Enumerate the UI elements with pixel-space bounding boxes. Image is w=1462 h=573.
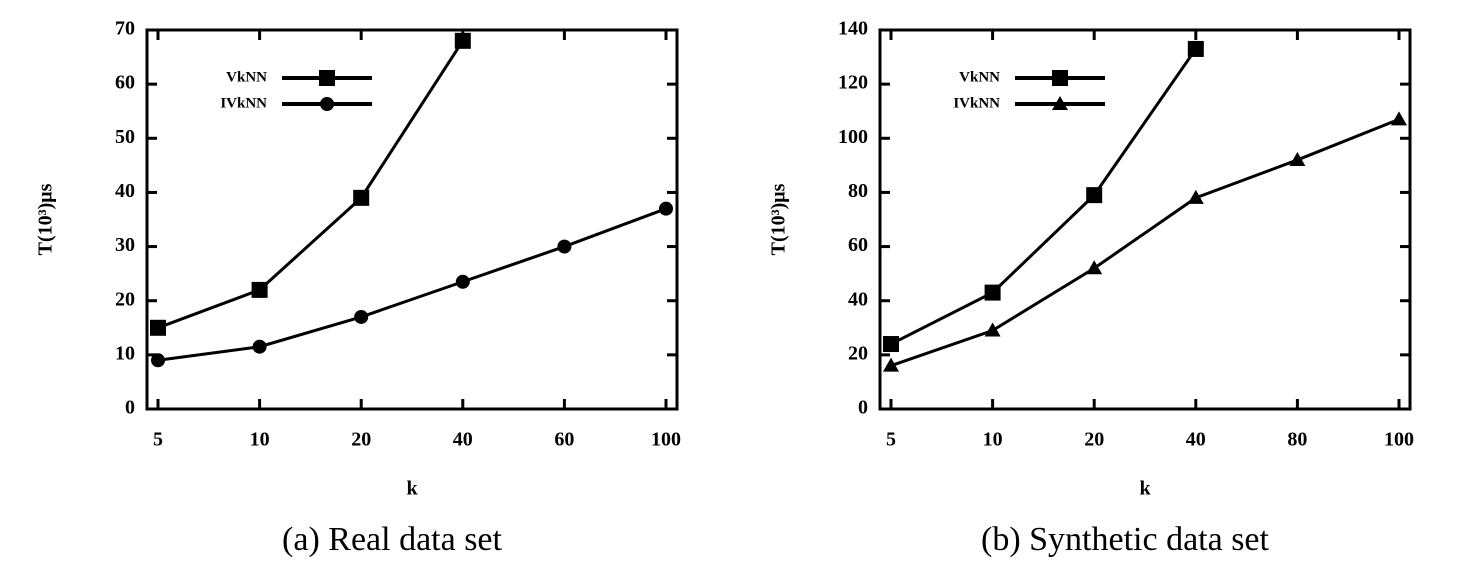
marker <box>319 70 335 86</box>
x-tick-label: 5 <box>886 429 896 451</box>
series-line <box>890 48 1198 346</box>
y-tick-label: 70 <box>115 18 135 40</box>
marker <box>1187 40 1204 57</box>
y-tick-label: 50 <box>115 126 135 148</box>
x-tick-label: 60 <box>554 429 574 451</box>
y-tick-label: 20 <box>848 342 868 364</box>
series-line <box>890 117 1400 368</box>
marker <box>150 319 166 336</box>
marker <box>320 97 334 111</box>
x-tick-label: 10 <box>250 429 270 451</box>
x-tick-label: 40 <box>1186 429 1206 451</box>
x-tick-label: 5 <box>153 429 163 451</box>
legend-label: VkNN <box>226 69 267 85</box>
y-axis-label: T(10³)μs <box>35 183 57 255</box>
x-tick-label: 80 <box>1287 429 1307 451</box>
legend-label: VkNN <box>959 69 1000 85</box>
marker <box>252 339 267 354</box>
y-tick-label: 40 <box>848 288 868 310</box>
x-axis-label: k <box>1139 478 1151 500</box>
x-tick-label: 100 <box>651 429 681 451</box>
y-tick-label: 40 <box>115 180 135 202</box>
marker <box>354 309 369 324</box>
marker <box>1086 260 1103 275</box>
y-tick-label: 0 <box>858 397 868 419</box>
x-tick-label: 20 <box>1084 429 1104 451</box>
marker <box>1086 187 1103 204</box>
marker <box>1052 70 1068 86</box>
plot-frame <box>145 28 679 411</box>
marker <box>353 189 370 206</box>
y-tick-label: 20 <box>115 288 135 310</box>
series-line <box>157 207 667 362</box>
marker <box>151 353 165 368</box>
caption: (b) Synthetic data set <box>981 521 1270 558</box>
marker <box>1289 151 1306 166</box>
marker <box>984 284 1001 301</box>
y-tick-label: 30 <box>115 234 135 256</box>
x-axis-label: k <box>406 478 418 500</box>
y-axis-label: T(10³)μs <box>768 183 790 255</box>
legend-label: IVkNN <box>220 95 267 111</box>
y-tick-label: 60 <box>848 234 868 256</box>
caption: (a) Real data set <box>282 521 502 558</box>
y-tick-label: 140 <box>838 18 868 40</box>
marker <box>883 357 899 372</box>
y-tick-label: 120 <box>838 72 868 94</box>
marker <box>883 336 899 353</box>
legend-label: IVkNN <box>953 95 1000 111</box>
series-line <box>157 40 465 330</box>
plot-frame <box>878 28 1412 411</box>
marker <box>984 322 1001 337</box>
y-tick-label: 100 <box>838 126 868 148</box>
marker <box>659 201 673 216</box>
marker <box>1391 111 1407 126</box>
x-tick-label: 40 <box>453 429 473 451</box>
y-tick-label: 10 <box>115 342 135 364</box>
x-tick-label: 20 <box>351 429 371 451</box>
x-tick-label: 10 <box>983 429 1003 451</box>
marker <box>455 274 470 289</box>
marker <box>1052 96 1068 110</box>
marker <box>1187 189 1204 204</box>
y-tick-label: 60 <box>115 72 135 94</box>
marker <box>251 281 268 298</box>
x-tick-label: 100 <box>1384 429 1414 451</box>
marker <box>557 239 572 254</box>
marker <box>454 32 471 49</box>
y-tick-label: 80 <box>848 180 868 202</box>
y-tick-label: 0 <box>125 397 135 419</box>
